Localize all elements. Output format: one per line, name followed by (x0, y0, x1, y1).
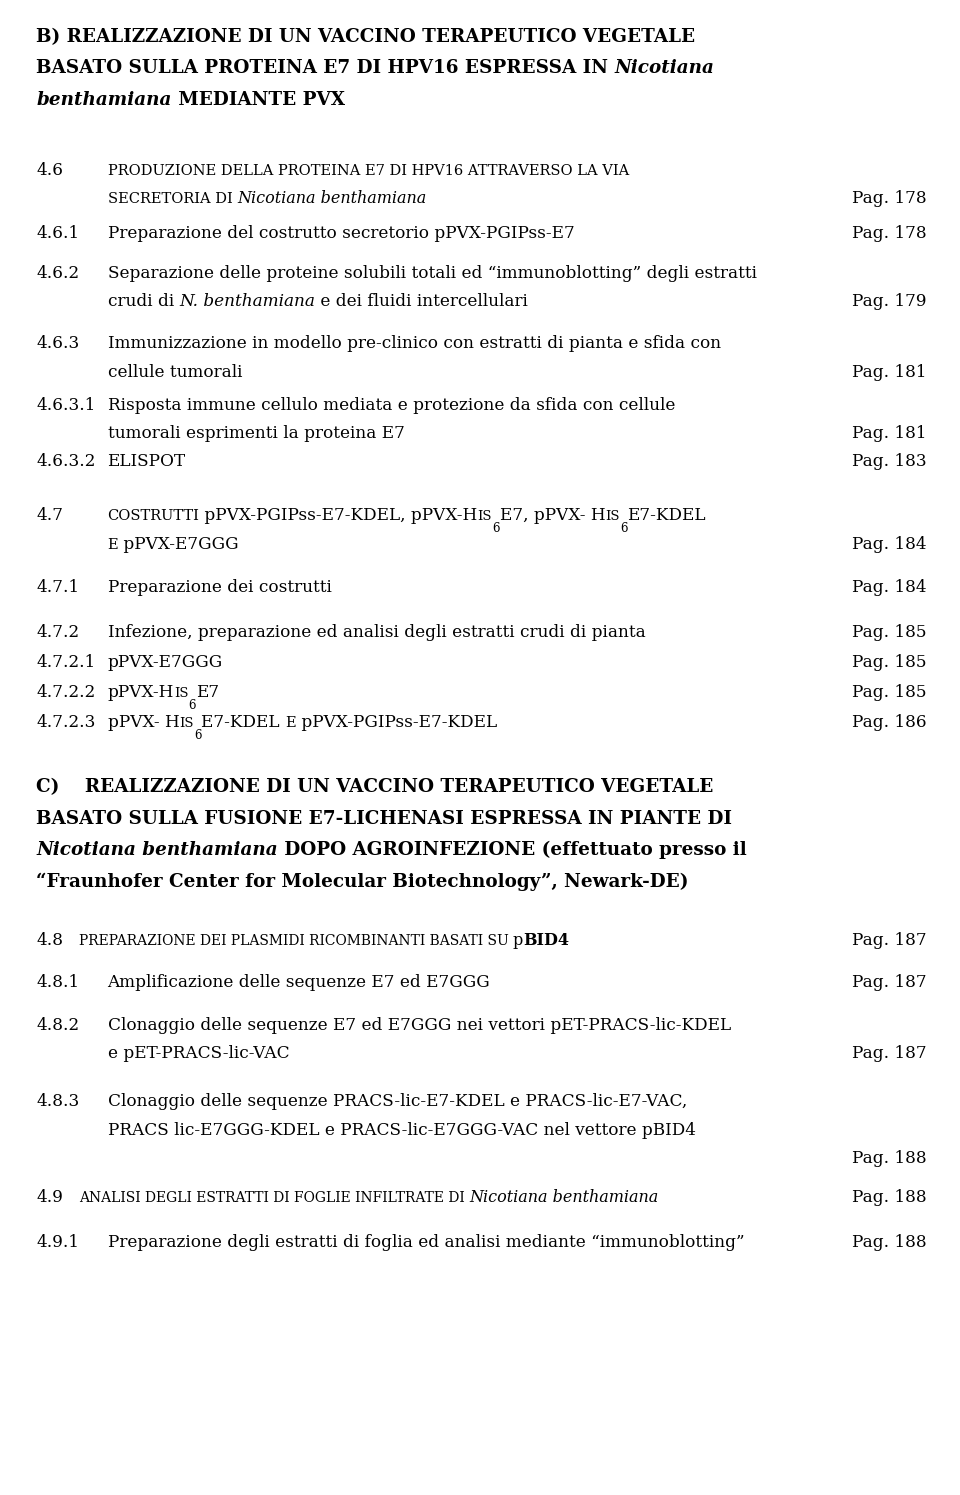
Text: Clonaggio delle sequenze E7 ed E7GGG nei vettori pET-PRACS-lic-KDEL: Clonaggio delle sequenze E7 ed E7GGG nei… (108, 1017, 731, 1035)
Text: Pag. 178: Pag. 178 (852, 190, 926, 208)
Text: E7-KDEL: E7-KDEL (202, 713, 285, 731)
Text: Pag. 187: Pag. 187 (852, 931, 926, 949)
Text: e pET-PRACS-lic-VAC: e pET-PRACS-lic-VAC (108, 1045, 289, 1063)
Text: 4.8.2: 4.8.2 (36, 1017, 80, 1035)
Text: E7-KDEL: E7-KDEL (627, 507, 706, 525)
Text: e dei fluidi intercellulari: e dei fluidi intercellulari (315, 293, 528, 311)
Text: Nicotiana benthamiana: Nicotiana benthamiana (468, 1189, 659, 1206)
Text: IS: IS (174, 686, 188, 700)
Text: 6: 6 (620, 522, 627, 535)
Text: Infezione, preparazione ed analisi degli estratti crudi di pianta: Infezione, preparazione ed analisi degli… (108, 623, 645, 641)
Text: 4.6.1: 4.6.1 (36, 224, 80, 242)
Text: BID4: BID4 (523, 931, 569, 949)
Text: pPVX-E7GGG: pPVX-E7GGG (108, 653, 223, 671)
Text: Pag. 178: Pag. 178 (852, 224, 926, 242)
Text: 4.6.3: 4.6.3 (36, 335, 80, 353)
Text: p: p (513, 931, 523, 949)
Text: pPVX-E7GGG: pPVX-E7GGG (118, 535, 239, 553)
Text: IS: IS (478, 510, 492, 523)
Text: Pag. 185: Pag. 185 (852, 653, 926, 671)
Text: Nicotiana: Nicotiana (614, 60, 715, 78)
Text: N. benthamiana: N. benthamiana (180, 293, 315, 311)
Text: crudi di: crudi di (108, 293, 180, 311)
Text: Pag. 185: Pag. 185 (852, 623, 926, 641)
Text: Pag. 188: Pag. 188 (852, 1150, 926, 1168)
Text: pPVX-PGIPss-E7-KDEL: pPVX-PGIPss-E7-KDEL (296, 713, 497, 731)
Text: COSTRUTTI: COSTRUTTI (108, 510, 200, 523)
Text: pPVX- H: pPVX- H (108, 713, 180, 731)
Text: 4.7.2: 4.7.2 (36, 623, 80, 641)
Text: pPVX-PGIPss-E7-KDEL, pPVX-H: pPVX-PGIPss-E7-KDEL, pPVX-H (200, 507, 478, 525)
Text: 4.6: 4.6 (36, 161, 63, 179)
Text: BASATO SULLA FUSIONE E7-LICHENASI ESPRESSA IN PIANTE DI: BASATO SULLA FUSIONE E7-LICHENASI ESPRES… (36, 810, 732, 828)
Text: ANALISI DEGLI ESTRATTI DI FOGLIE INFILTRATE DI: ANALISI DEGLI ESTRATTI DI FOGLIE INFILTR… (79, 1192, 468, 1205)
Text: B) REALIZZAZIONE DI UN VACCINO TERAPEUTICO VEGETALE: B) REALIZZAZIONE DI UN VACCINO TERAPEUTI… (36, 28, 696, 46)
Text: Preparazione degli estratti di foglia ed analisi mediante “immunoblotting”: Preparazione degli estratti di foglia ed… (108, 1233, 744, 1251)
Text: Pag. 179: Pag. 179 (852, 293, 926, 311)
Text: 6: 6 (492, 522, 499, 535)
Text: 4.6.3.2: 4.6.3.2 (36, 453, 96, 471)
Text: 4.8: 4.8 (36, 931, 63, 949)
Text: SECRETORIA DI: SECRETORIA DI (108, 193, 237, 206)
Text: 4.7.2.2: 4.7.2.2 (36, 683, 96, 701)
Text: MEDIANTE PVX: MEDIANTE PVX (172, 91, 345, 109)
Text: 4.8.3: 4.8.3 (36, 1093, 80, 1111)
Text: 4.8.1: 4.8.1 (36, 973, 80, 991)
Text: ELISPOT: ELISPOT (108, 453, 185, 471)
Text: E: E (285, 716, 296, 730)
Text: tumorali esprimenti la proteina E7: tumorali esprimenti la proteina E7 (108, 425, 404, 443)
Text: Pag. 186: Pag. 186 (852, 713, 926, 731)
Text: Preparazione dei costrutti: Preparazione dei costrutti (108, 579, 331, 597)
Text: Clonaggio delle sequenze PRACS-lic-E7-KDEL e PRACS-lic-E7-VAC,: Clonaggio delle sequenze PRACS-lic-E7-KD… (108, 1093, 686, 1111)
Text: Pag. 181: Pag. 181 (852, 425, 926, 443)
Text: 4.7.2.1: 4.7.2.1 (36, 653, 96, 671)
Text: 4.7.2.3: 4.7.2.3 (36, 713, 96, 731)
Text: E7, pPVX- H: E7, pPVX- H (499, 507, 605, 525)
Text: IS: IS (180, 716, 194, 730)
Text: “Fraunhofer Center for Molecular Biotechnology”, Newark-DE): “Fraunhofer Center for Molecular Biotech… (36, 872, 689, 891)
Text: 4.7.1: 4.7.1 (36, 579, 80, 597)
Text: cellule tumorali: cellule tumorali (108, 363, 242, 381)
Text: IS: IS (605, 510, 620, 523)
Text: 4.6.2: 4.6.2 (36, 265, 80, 283)
Text: Preparazione del costrutto secretorio pPVX-PGIPss-E7: Preparazione del costrutto secretorio pP… (108, 224, 574, 242)
Text: Pag. 187: Pag. 187 (852, 973, 926, 991)
Text: Risposta immune cellulo mediata e protezione da sfida con cellule: Risposta immune cellulo mediata e protez… (108, 396, 675, 414)
Text: E: E (108, 538, 118, 552)
Text: Pag. 184: Pag. 184 (852, 579, 926, 597)
Text: PREPARAZIONE DEI PLASMIDI RICOMBINANTI BASATI SU: PREPARAZIONE DEI PLASMIDI RICOMBINANTI B… (79, 934, 513, 948)
Text: Pag. 183: Pag. 183 (852, 453, 926, 471)
Text: 4.9: 4.9 (36, 1189, 63, 1206)
Text: Pag. 187: Pag. 187 (852, 1045, 926, 1063)
Text: Pag. 184: Pag. 184 (852, 535, 926, 553)
Text: benthamiana: benthamiana (36, 91, 172, 109)
Text: Separazione delle proteine solubili totali ed “immunoblotting” degli estratti: Separazione delle proteine solubili tota… (108, 265, 756, 283)
Text: Pag. 188: Pag. 188 (852, 1189, 926, 1206)
Text: Amplificazione delle sequenze E7 ed E7GGG: Amplificazione delle sequenze E7 ed E7GG… (108, 973, 491, 991)
Text: 6: 6 (194, 728, 202, 742)
Text: Pag. 188: Pag. 188 (852, 1233, 926, 1251)
Text: Nicotiana benthamiana: Nicotiana benthamiana (36, 842, 278, 860)
Text: Pag. 181: Pag. 181 (852, 363, 926, 381)
Text: 4.6.3.1: 4.6.3.1 (36, 396, 96, 414)
Text: PRODUZIONE DELLA PROTEINA E7 DI HPV16 ATTRAVERSO LA VIA: PRODUZIONE DELLA PROTEINA E7 DI HPV16 AT… (108, 164, 629, 178)
Text: Immunizzazione in modello pre-clinico con estratti di pianta e sfida con: Immunizzazione in modello pre-clinico co… (108, 335, 721, 353)
Text: BASATO SULLA PROTEINA E7 DI HPV16 ESPRESSA IN: BASATO SULLA PROTEINA E7 DI HPV16 ESPRES… (36, 60, 614, 78)
Text: 6: 6 (188, 698, 196, 712)
Text: DOPO AGROINFEZIONE (effettuato presso il: DOPO AGROINFEZIONE (effettuato presso il (278, 840, 747, 860)
Text: E7: E7 (196, 683, 219, 701)
Text: 4.7: 4.7 (36, 507, 63, 525)
Text: C)    REALIZZAZIONE DI UN VACCINO TERAPEUTICO VEGETALE: C) REALIZZAZIONE DI UN VACCINO TERAPEUTI… (36, 779, 714, 797)
Text: PRACS lic-E7GGG-KDEL e PRACS-lic-E7GGG-VAC nel vettore pBID4: PRACS lic-E7GGG-KDEL e PRACS-lic-E7GGG-V… (108, 1121, 695, 1139)
Text: Nicotiana benthamiana: Nicotiana benthamiana (237, 190, 426, 208)
Text: 4.9.1: 4.9.1 (36, 1233, 80, 1251)
Text: Pag. 185: Pag. 185 (852, 683, 926, 701)
Text: pPVX-H: pPVX-H (108, 683, 174, 701)
